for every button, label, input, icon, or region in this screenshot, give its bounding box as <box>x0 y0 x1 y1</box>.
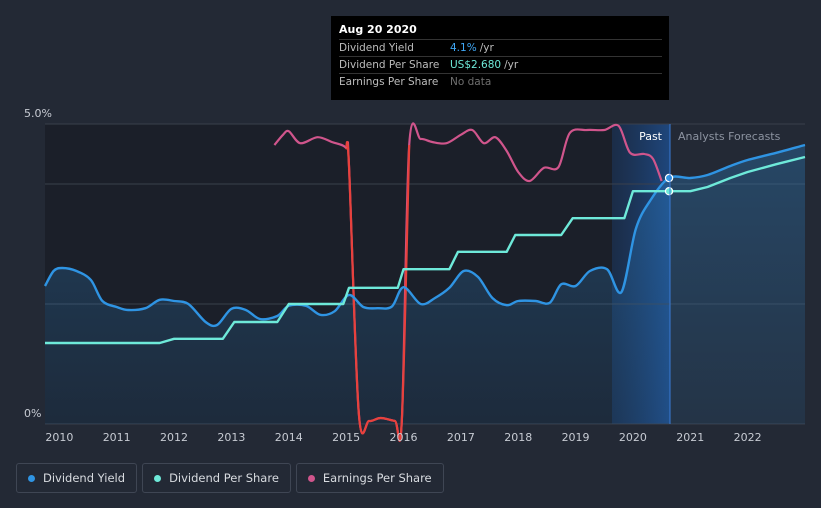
legend-dot-icon <box>307 474 315 482</box>
y-tick-label: 0% <box>24 407 41 420</box>
x-tick-label: 2017 <box>447 431 475 444</box>
past-label: Past <box>639 130 663 143</box>
x-tick-label: 2011 <box>103 431 131 444</box>
legend-dot-icon <box>154 474 162 482</box>
x-tick-label: 2021 <box>676 431 704 444</box>
x-tick-label: 2015 <box>332 431 360 444</box>
x-tick-label: 2012 <box>160 431 188 444</box>
legend-item-dividend-yield[interactable]: Dividend Yield <box>16 463 138 493</box>
legend-item-dividend-per-share[interactable]: Dividend Per Share <box>142 463 291 493</box>
x-tick-label: 2014 <box>275 431 303 444</box>
dividend-yield-line <box>43 143 806 328</box>
hover-tooltip: Aug 20 2020 Dividend Yield 4.1% /yr Divi… <box>331 16 669 100</box>
tooltip-label: Dividend Yield <box>339 42 414 54</box>
legend-label: Earnings Per Share <box>322 471 432 485</box>
x-tick-label: 2010 <box>45 431 73 444</box>
tooltip-row-dividend-yield: Dividend Yield 4.1% /yr <box>339 39 662 56</box>
tooltip-unit: /yr <box>479 42 494 54</box>
tooltip-label: Earnings Per Share <box>339 76 439 88</box>
tooltip-value: US$2.680 <box>450 59 502 71</box>
x-tick-label: 2020 <box>619 431 647 444</box>
dividend-chart: Past Analysts Forecasts 5.0% 0% 2010 2011 20… <box>24 107 806 444</box>
axis-ticks: 5.0% 0% 2010 2011 2012 2013 2014 2015 2016 2017 20… <box>24 107 762 444</box>
tooltip-date: Aug 20 2020 <box>339 23 417 36</box>
hover-marker-dividend-yield <box>664 173 674 183</box>
dividend-per-share-line <box>45 155 806 345</box>
earnings-per-share-negative-segment <box>345 140 411 442</box>
x-tick-label: 2013 <box>217 431 245 444</box>
x-tick-label: 2019 <box>562 431 590 444</box>
series-layer <box>43 122 806 442</box>
earnings-per-share-line <box>273 122 663 442</box>
forecast-label: Analysts Forecasts <box>678 130 781 143</box>
x-tick-label: 2022 <box>734 431 762 444</box>
tooltip-row-dividend-per-share: Dividend Per Share US$2.680 /yr <box>339 56 662 73</box>
dividend-yield-area <box>45 145 805 424</box>
chart-legend: Dividend Yield Dividend Per Share Earnin… <box>16 463 444 493</box>
legend-label: Dividend Per Share <box>169 471 279 485</box>
tooltip-row-earnings-per-share: Earnings Per Share No data <box>339 73 662 90</box>
tooltip-value: No data <box>450 76 492 88</box>
x-tick-label: 2018 <box>504 431 532 444</box>
legend-item-earnings-per-share[interactable]: Earnings Per Share <box>295 463 444 493</box>
tooltip-label: Dividend Per Share <box>339 59 440 71</box>
tooltip-value: 4.1% <box>450 42 477 54</box>
hover-marker-dividend-per-share <box>664 186 674 196</box>
legend-dot-icon <box>28 474 35 482</box>
x-tick-label: 2016 <box>389 431 417 444</box>
y-tick-label: 5.0% <box>24 107 52 120</box>
legend-label: Dividend Yield <box>43 471 126 485</box>
tooltip-unit: /yr <box>504 59 519 71</box>
